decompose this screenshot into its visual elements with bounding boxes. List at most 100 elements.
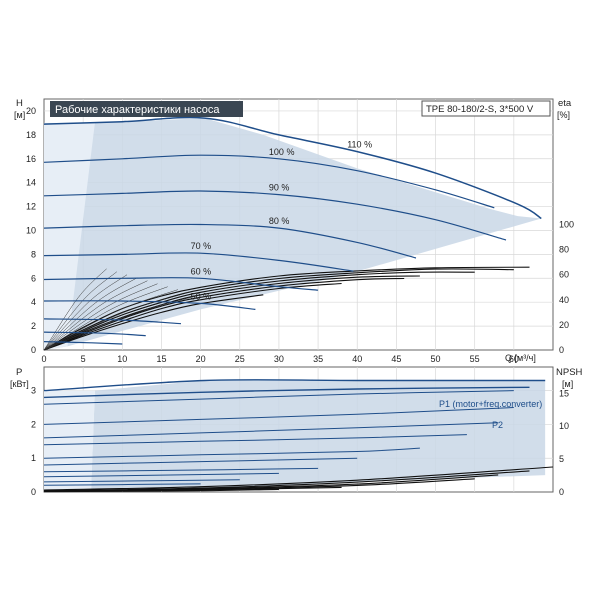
y-tick-label: 12 xyxy=(26,202,36,212)
head-curve xyxy=(43,223,417,259)
head-curve-label: 100 % xyxy=(269,147,295,157)
chart-title-box xyxy=(50,101,243,117)
eta-curve xyxy=(43,277,405,351)
npsh-tick-label: 10 xyxy=(559,421,569,431)
head-curve xyxy=(43,116,542,220)
eta-curve xyxy=(43,271,475,351)
bottom-envelope-area xyxy=(90,380,546,492)
y-tick-label: 10 xyxy=(26,225,36,235)
y-axis-label-npsh: NPSH xyxy=(556,367,583,378)
y-tick-label: 4 xyxy=(31,297,36,307)
y-right-tick-label: 20 xyxy=(559,320,569,330)
y-right-tick-label: 40 xyxy=(559,295,569,305)
head-curve xyxy=(43,341,123,345)
x-tick-label: 50 xyxy=(431,354,441,364)
npsh-curve xyxy=(43,466,554,491)
head-curve xyxy=(43,331,146,337)
y-right-tick-label: 100 xyxy=(559,220,574,230)
power-tick-label: 0 xyxy=(31,487,36,497)
head-curve-label: 70 % xyxy=(191,241,212,251)
x-tick-label: 45 xyxy=(391,354,401,364)
power-curve xyxy=(43,386,530,399)
top-operating-envelope xyxy=(44,118,542,351)
npsh-tick-label: 0 xyxy=(559,487,564,497)
y-right-tick-label: 60 xyxy=(559,270,569,280)
head-curve xyxy=(43,190,507,241)
system-curve xyxy=(43,277,138,351)
system-curve xyxy=(43,283,158,351)
head-curve xyxy=(43,154,495,209)
y-tick-label: 6 xyxy=(31,273,36,283)
y-right-tick-label: 0 xyxy=(559,345,564,355)
x-tick-label: 15 xyxy=(156,354,166,364)
power-curve xyxy=(43,472,279,478)
head-curve-label: 80 % xyxy=(269,216,290,226)
system-curve xyxy=(43,289,178,351)
head-curve xyxy=(43,252,354,272)
power-curve xyxy=(43,434,467,446)
head-curve xyxy=(43,277,319,291)
y-axis-unit-head: [м] xyxy=(14,110,25,120)
y-tick-label: 8 xyxy=(31,249,36,259)
head-curve xyxy=(43,300,256,310)
power-curve xyxy=(43,457,358,466)
head-curve-labels: 110 % 100 % 90 % 80 % 70 % 60 % 50 % xyxy=(191,140,372,302)
x-tick-label: 55 xyxy=(470,354,480,364)
bottom-y-tick-labels: 0 1 2 3 xyxy=(31,386,36,497)
y-axis-label-head: H xyxy=(16,98,23,109)
x-tick-label: 30 xyxy=(274,354,284,364)
system-curve xyxy=(43,268,107,351)
power-curve xyxy=(43,467,319,473)
x-tick-label: 0 xyxy=(41,354,46,364)
x-tick-label: 10 xyxy=(117,354,127,364)
head-curve-label: 60 % xyxy=(191,266,212,276)
chart-title: Рабочие характеристики насоса xyxy=(55,104,220,116)
power-curve xyxy=(43,407,514,425)
head-curve-label: 50 % xyxy=(191,291,212,301)
top-panel: 110 % 100 % 90 % 80 % 70 % 60 % 50 % Рабочие х… xyxy=(14,98,574,364)
power-curve xyxy=(43,379,546,392)
power-curve xyxy=(43,422,499,439)
y-tick-label: 2 xyxy=(31,321,36,331)
eta-curve xyxy=(43,268,514,351)
y-tick-label: 0 xyxy=(31,345,36,355)
power-curve xyxy=(43,447,420,459)
power-curve xyxy=(43,483,201,486)
head-curve-label: 110 % xyxy=(347,140,372,150)
y-axis-unit-power: [кВт] xyxy=(10,379,29,389)
npsh-tick-label: 5 xyxy=(559,454,564,464)
x-tick-label: 20 xyxy=(196,354,206,364)
model-label: TPE 80-180/2-S, 3*500 V xyxy=(426,104,534,115)
top-right-y-tick-labels: 0 20 40 60 80 100 xyxy=(559,220,574,356)
head-curve-label: 90 % xyxy=(269,183,290,193)
power-curve xyxy=(43,390,514,405)
x-tick-label: 35 xyxy=(313,354,323,364)
legend-p1: P1 (motor+freq.converter) xyxy=(439,399,542,409)
bottom-operating-envelope xyxy=(44,380,546,492)
power-curves xyxy=(43,379,546,486)
top-envelope-area xyxy=(44,118,542,350)
x-tick-label: 60 xyxy=(509,354,519,364)
npsh-curves xyxy=(43,466,554,493)
y-axis-unit-npsh: [м] xyxy=(562,379,573,389)
legend-p2: P2 xyxy=(492,420,503,430)
power-tick-label: 1 xyxy=(31,453,36,463)
head-curve xyxy=(43,318,182,325)
y-tick-label: 18 xyxy=(26,130,36,140)
x-tick-label: 40 xyxy=(352,354,362,364)
x-tick-label: 5 xyxy=(81,354,86,364)
x-tick-label: 25 xyxy=(235,354,245,364)
system-curve xyxy=(43,286,168,351)
model-label-box xyxy=(421,100,551,117)
system-curve xyxy=(43,280,148,351)
y-axis-label-eta: eta xyxy=(558,98,572,109)
npsh-tick-label: 15 xyxy=(559,388,569,398)
eta-curve xyxy=(43,294,264,351)
y-axis-unit-eta: [%] xyxy=(557,110,570,120)
y-right-tick-label: 80 xyxy=(559,245,569,255)
x-axis-label: Q [м³/ч] xyxy=(505,353,536,363)
bottom-panel: P [кВт] NPSH [м] P1 (motor+freq.converte… xyxy=(10,366,583,497)
y-tick-label: 16 xyxy=(26,154,36,164)
power-tick-label: 2 xyxy=(31,419,36,429)
